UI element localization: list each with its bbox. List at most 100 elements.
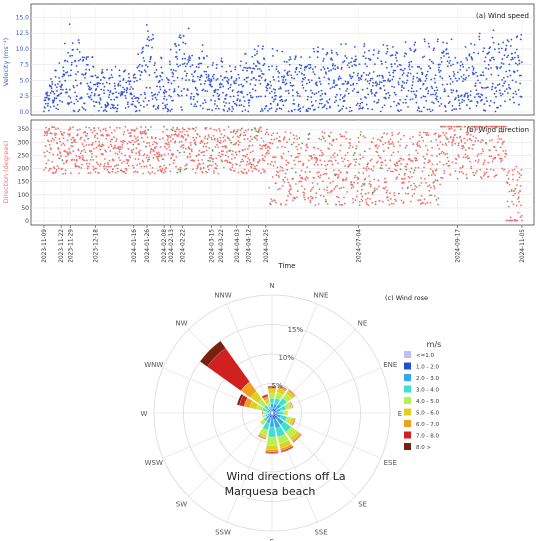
wind-speed-point — [181, 63, 184, 66]
wind-direction-point — [206, 171, 208, 174]
wind-direction-point — [450, 136, 452, 138]
wind-direction-point — [375, 144, 378, 146]
wind-direction-point — [500, 157, 503, 160]
wind-direction-point — [375, 145, 377, 148]
wind-direction-point — [184, 147, 187, 150]
wind-direction-point — [432, 185, 435, 188]
wind-direction-point — [444, 142, 447, 145]
wind-speed-point — [420, 96, 423, 99]
wind-direction-point — [156, 153, 159, 156]
wind-direction-point — [108, 171, 111, 174]
wind-speed-point — [49, 106, 52, 108]
wind-speed-point — [247, 101, 250, 104]
wind-direction-point — [442, 163, 445, 166]
wind-speed-point — [256, 52, 258, 55]
wind-direction-point — [240, 160, 243, 163]
wind-speed-point — [205, 73, 208, 76]
wind-direction-point — [500, 138, 503, 140]
wind-direction-point — [215, 167, 218, 170]
wind-speed-point — [268, 107, 271, 110]
wind-direction-point — [257, 131, 260, 133]
wind-direction-point — [511, 169, 514, 172]
wind-speed-point — [69, 55, 72, 57]
wind-speed-point — [447, 52, 449, 55]
wind-speed-point — [197, 66, 200, 69]
wind-speed-point — [363, 51, 366, 54]
wind-direction-point — [412, 143, 415, 145]
wind-speed-point — [327, 82, 330, 85]
wind-direction-point — [390, 154, 393, 157]
wind-speed-point — [226, 81, 229, 83]
wind-direction-point — [113, 129, 116, 132]
wind-direction-point — [313, 163, 316, 166]
wind-direction-point — [162, 158, 165, 161]
wind-speed-point — [390, 65, 393, 68]
wind-direction-point — [344, 165, 346, 167]
wind-speed-point — [302, 78, 305, 81]
wind-direction-point — [383, 187, 386, 190]
wind-speed-point — [439, 63, 441, 66]
wind-direction-point — [123, 170, 126, 173]
time-x-tick-label: 2024-02-13 — [169, 229, 175, 263]
wind-speed-point — [504, 80, 507, 83]
wind-direction-point — [381, 167, 383, 170]
wind-direction-point — [277, 188, 279, 191]
wind-direction-point — [318, 188, 321, 191]
wind-direction-point — [221, 153, 224, 156]
wind-direction-point — [170, 133, 173, 136]
wind-direction-point — [413, 169, 416, 172]
wind-direction-point — [255, 168, 258, 171]
wind-direction-point — [133, 135, 136, 138]
wind-direction-point — [142, 154, 145, 157]
wind-direction-point — [189, 152, 191, 155]
wind-direction-point — [145, 145, 147, 148]
wind-direction-point — [62, 137, 65, 140]
wind-direction-point — [75, 158, 78, 161]
wind-speed-point — [206, 108, 209, 111]
wind-direction-point — [169, 170, 172, 173]
wind-speed-point — [329, 87, 332, 90]
wind-direction-point — [118, 150, 121, 153]
wind-speed-point — [415, 101, 418, 104]
wind-speed-point — [124, 94, 127, 97]
legend-swatch — [404, 362, 411, 370]
wind-direction-point — [409, 137, 411, 140]
wind-speed-point — [380, 60, 383, 63]
wind-speed-point — [488, 47, 491, 50]
wind-direction-point — [399, 138, 402, 141]
wind-direction-point — [53, 139, 55, 141]
wind-speed-point — [125, 81, 128, 84]
wind-direction-point — [371, 141, 373, 144]
wind-direction-point — [226, 151, 228, 153]
wind-direction-point — [496, 125, 499, 128]
wind-direction-point — [61, 167, 64, 170]
wind-direction-point — [315, 159, 318, 162]
rose-direction-label: SSW — [215, 528, 231, 536]
wind-direction-point — [264, 132, 267, 135]
wind-speed-point — [246, 67, 249, 70]
wind-direction-point — [221, 145, 224, 148]
wind-speed-point — [225, 70, 228, 73]
wind-direction-point — [117, 164, 120, 167]
wind-speed-point — [147, 30, 149, 32]
wind-direction-point — [136, 140, 138, 142]
wind-direction-point — [338, 187, 341, 190]
wind-speed-point — [138, 101, 140, 104]
wind-direction-point — [433, 195, 436, 197]
wind-direction-point — [53, 126, 56, 129]
wind-speed-point — [259, 110, 262, 113]
wind-direction-point — [223, 134, 226, 137]
wind-direction-point — [364, 177, 367, 180]
wind-speed-point — [406, 79, 409, 82]
wind-speed-point — [333, 81, 336, 83]
wind-direction-point — [355, 145, 358, 147]
wind-direction-point — [155, 145, 158, 148]
wind-direction-point — [337, 196, 340, 199]
wind-speed-point — [245, 80, 248, 83]
wind-direction-point — [415, 157, 418, 160]
wind-speed-point — [172, 69, 175, 71]
wind-direction-point — [132, 166, 135, 169]
wind-speed-point — [435, 86, 438, 89]
wind-direction-point — [286, 178, 289, 181]
wind-speed-point — [309, 66, 312, 69]
